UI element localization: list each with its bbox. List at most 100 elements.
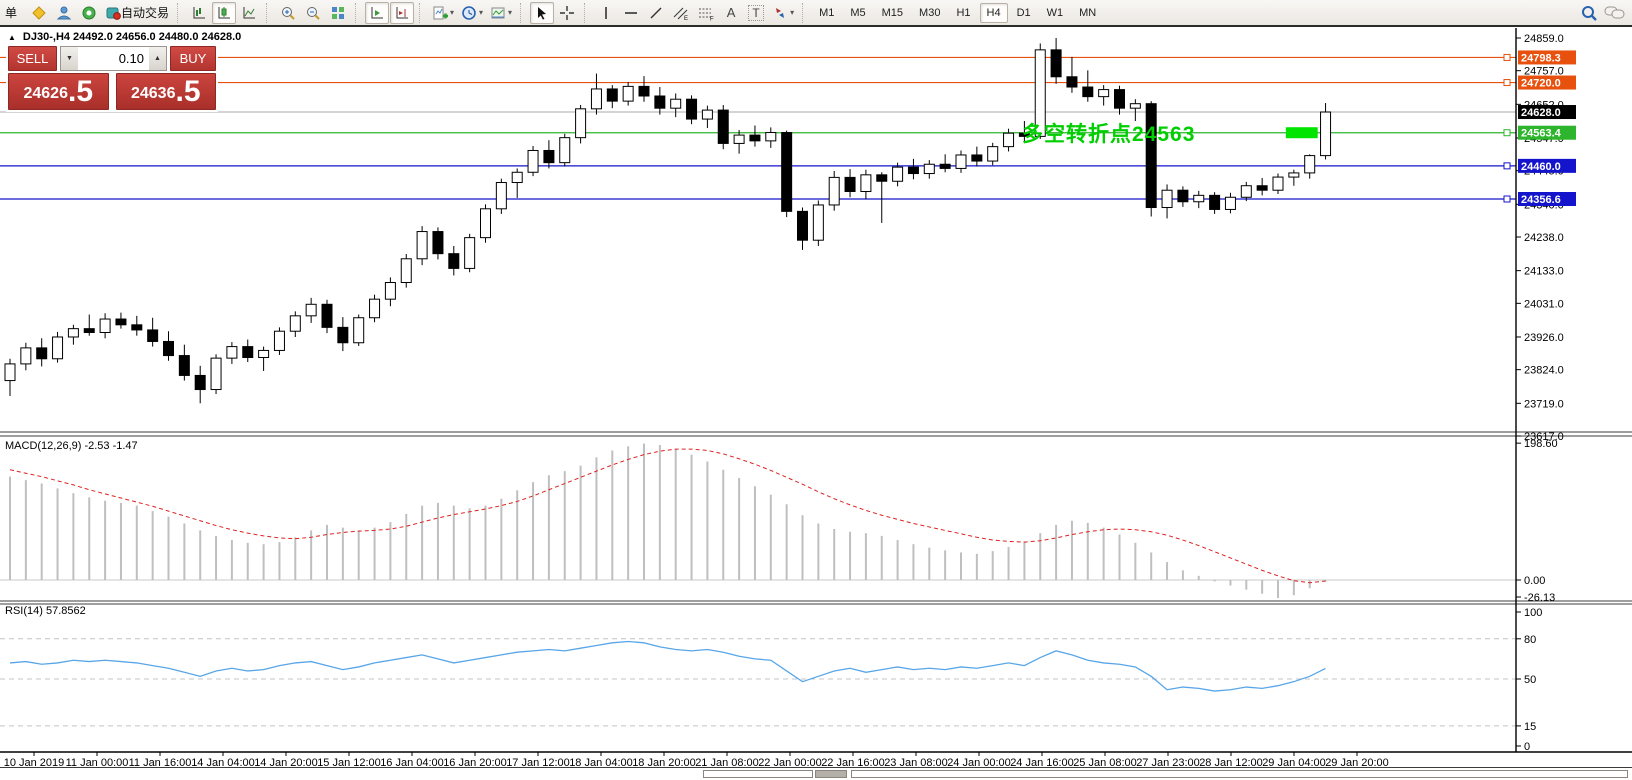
rsi-label: RSI(14) 57.8562 <box>5 605 86 617</box>
vertical-line-tool-button[interactable] <box>594 2 618 24</box>
svg-text:E: E <box>684 16 688 21</box>
time-axis-label: 18 Jan 04:00 <box>569 757 633 769</box>
hline-end-marker[interactable] <box>1503 79 1511 87</box>
candle-body-up <box>1272 176 1284 191</box>
text-label-tool-button[interactable]: T <box>744 2 768 24</box>
buy-price-button[interactable]: 24636.5 <box>115 73 216 110</box>
timeframe-button-m15[interactable]: M15 <box>875 3 910 23</box>
horizontal-line-icon <box>625 11 638 14</box>
timeframe-button-h1[interactable]: H1 <box>949 3 977 23</box>
candle-body-down <box>907 166 919 175</box>
sell-button[interactable]: SELL <box>8 46 57 71</box>
signals-button[interactable] <box>77 2 101 24</box>
time-axis-label: 25 Jan 08:00 <box>1073 757 1137 769</box>
candle-body-down <box>131 324 143 331</box>
scrollbar-track-right[interactable] <box>851 770 1628 778</box>
new-order-label: 单 <box>5 6 18 20</box>
price-tick-label: 24859.0 <box>1524 33 1564 45</box>
buy-button[interactable]: BUY <box>170 46 216 71</box>
line-chart-button[interactable] <box>237 2 261 24</box>
text-tool-button[interactable]: A <box>719 2 743 24</box>
chart-annotation-text[interactable]: 多空转折点24563 <box>1022 123 1196 146</box>
time-axis-label: 23 Jan 08:00 <box>884 757 948 769</box>
time-axis-label: 28 Jan 12:00 <box>1199 757 1263 769</box>
scrollbar-thumb[interactable] <box>815 770 847 778</box>
panel-collapse-arrow-icon[interactable]: ▲ <box>8 32 16 42</box>
highlight-rectangle[interactable] <box>1285 127 1318 139</box>
hline-end-marker[interactable] <box>1503 129 1511 137</box>
auto-scroll-button[interactable] <box>365 1 390 24</box>
channel-tool-button[interactable]: E <box>669 2 693 24</box>
zoom-out-button[interactable] <box>301 2 325 24</box>
candle-body-up <box>464 237 476 269</box>
new-order-button[interactable]: 单 <box>2 2 26 24</box>
time-axis-label: 14 Jan 04:00 <box>191 757 255 769</box>
macd-label: MACD(12,26,9) -2.53 -1.47 <box>5 440 138 452</box>
candle-body-up <box>384 282 396 300</box>
toolbar-right-group <box>1580 4 1626 22</box>
autotrading-button[interactable]: 自动交易 <box>102 2 172 24</box>
candle-body-up <box>1288 172 1300 178</box>
candle-body-up <box>480 208 491 239</box>
zoom-in-button[interactable] <box>276 2 300 24</box>
trendline-tool-button[interactable] <box>644 2 668 24</box>
candle-body-up <box>701 109 713 120</box>
search-icon[interactable] <box>1580 4 1598 22</box>
timeframe-group: M1 M5 M15 M30 H1 H4 D1 W1 MN <box>812 2 1103 23</box>
candlestick-chart-button[interactable] <box>212 1 237 24</box>
arrows-tool-button[interactable]: ▾ <box>769 2 797 24</box>
timeframe-button-d1[interactable]: D1 <box>1010 3 1038 23</box>
candle-body-down <box>606 88 618 102</box>
volume-increase-button[interactable]: ▲ <box>149 47 166 70</box>
candle-body-up <box>828 176 840 206</box>
metaeditor-button[interactable] <box>27 2 51 24</box>
time-axis-label: 24 Jan 16:00 <box>1010 757 1074 769</box>
periods-button[interactable]: ▾ <box>458 2 486 24</box>
volume-decrease-button[interactable]: ▼ <box>61 47 78 70</box>
timeframe-button-w1[interactable]: W1 <box>1040 3 1071 23</box>
cursor-button[interactable] <box>530 1 555 24</box>
candle-body-down <box>1209 194 1221 210</box>
crosshair-button[interactable] <box>555 2 579 24</box>
candle-body-up <box>860 174 872 192</box>
horizontal-line-tool-button[interactable] <box>619 2 643 24</box>
timeframe-button-m5[interactable]: M5 <box>843 3 872 23</box>
timeframe-button-mn[interactable]: MN <box>1072 3 1103 23</box>
price-badge <box>1518 191 1576 206</box>
rsi-tick-label: 15 <box>1524 721 1536 733</box>
auto-scroll-icon <box>371 6 384 18</box>
macd-tick-label: -26.13 <box>1524 592 1555 604</box>
toolbar-separator <box>266 2 271 23</box>
time-axis-label: 17 Jan 12:00 <box>506 757 570 769</box>
sell-price-button[interactable]: 24626.5 <box>8 73 109 110</box>
hline-end-marker[interactable] <box>1503 195 1511 203</box>
bar-chart-button[interactable] <box>187 2 211 24</box>
timeframe-button-m1[interactable]: M1 <box>812 3 841 23</box>
community-button[interactable] <box>52 2 76 24</box>
timeframe-button-h4[interactable]: H4 <box>979 2 1008 23</box>
price-tick-label: 23719.0 <box>1524 398 1564 410</box>
price-badge <box>1518 125 1576 140</box>
hline-end-marker[interactable] <box>1503 53 1511 61</box>
timeframe-button-m30[interactable]: M30 <box>912 3 947 23</box>
scrollbar-track-left[interactable] <box>703 770 813 778</box>
tile-windows-button[interactable] <box>326 2 350 24</box>
hline-end-marker[interactable] <box>1503 162 1511 170</box>
chat-icon[interactable] <box>1604 4 1626 22</box>
macd-tick-label: 198.60 <box>1524 438 1558 450</box>
buy-price-pips: .5 <box>175 75 201 108</box>
fibonacci-tool-button[interactable]: F <box>694 2 718 24</box>
price-badge <box>1518 75 1576 90</box>
chart-title: DJ30-,H4 24492.0 24656.0 24480.0 24628.0 <box>22 31 242 43</box>
toolbar-separator <box>520 2 525 23</box>
candle-body-down <box>749 134 761 142</box>
templates-button[interactable]: ▾ <box>487 2 515 24</box>
candle-body-up <box>495 182 507 210</box>
price-tick-label: 23617.0 <box>1524 431 1564 443</box>
volume-input[interactable] <box>78 47 149 70</box>
candle-body-down <box>194 374 206 391</box>
macd-tick-label: 0.00 <box>1524 575 1545 587</box>
indicators-button[interactable]: ▾ <box>429 2 457 24</box>
chart-shift-button[interactable] <box>390 1 415 24</box>
